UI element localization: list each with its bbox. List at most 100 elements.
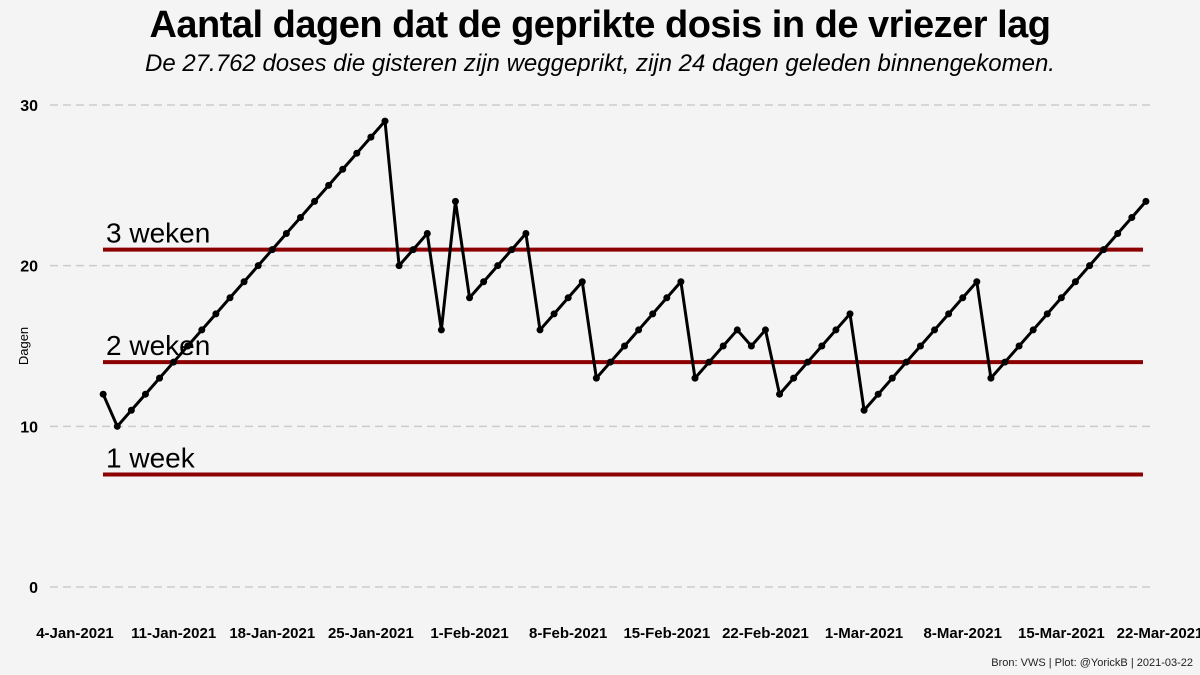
y-tick-label: 0 — [29, 580, 38, 597]
data-point — [381, 117, 389, 125]
x-tick-label: 11-Jan-2021 — [131, 625, 216, 642]
data-point — [494, 262, 502, 270]
data-point — [395, 262, 403, 270]
data-point — [339, 165, 347, 173]
data-point — [141, 390, 149, 398]
data-point — [635, 326, 643, 334]
x-tick-label: 18-Jan-2021 — [229, 625, 315, 642]
data-point — [719, 342, 727, 350]
data-point — [226, 294, 234, 302]
data-point — [99, 390, 107, 398]
data-point — [621, 342, 629, 350]
data-point — [240, 278, 248, 286]
x-tick-label: 1-Feb-2021 — [430, 625, 508, 642]
y-axis-title: Dagen — [16, 327, 31, 365]
data-point — [268, 246, 276, 254]
data-point — [451, 197, 459, 205]
data-point — [973, 278, 981, 286]
data-point — [156, 374, 164, 382]
data-point — [606, 358, 614, 366]
data-point — [888, 374, 896, 382]
data-point — [1086, 262, 1094, 270]
data-point — [296, 213, 304, 221]
data-point — [790, 374, 798, 382]
data-point — [1001, 358, 1009, 366]
data-point — [592, 374, 600, 382]
data-point — [931, 326, 939, 334]
data-point — [367, 133, 375, 141]
data-point — [564, 294, 572, 302]
data-point — [325, 181, 333, 189]
data-point — [705, 358, 713, 366]
data-point — [254, 262, 262, 270]
data-point — [1128, 213, 1136, 221]
data-point — [353, 149, 361, 157]
data-point — [113, 422, 121, 430]
data-point — [916, 342, 924, 350]
x-tick-label: 22-Feb-2021 — [722, 625, 809, 642]
data-point — [508, 246, 516, 254]
data-point — [184, 342, 192, 350]
data-point — [776, 390, 784, 398]
data-point — [649, 310, 657, 318]
data-point — [466, 294, 474, 302]
x-tick-label: 1-Mar-2021 — [825, 625, 903, 642]
reference-line-label: 1 week — [106, 443, 196, 474]
data-point — [945, 310, 953, 318]
data-point — [804, 358, 812, 366]
data-point — [480, 278, 488, 286]
data-point — [212, 310, 220, 318]
data-point — [1029, 326, 1037, 334]
data-point — [170, 358, 178, 366]
data-point — [874, 390, 882, 398]
chart-subtitle: De 27.762 doses die gisteren zijn weggep… — [145, 50, 1055, 77]
data-point — [1043, 310, 1051, 318]
x-tick-label: 15-Feb-2021 — [623, 625, 710, 642]
y-tick-label: 30 — [20, 98, 38, 115]
data-point — [691, 374, 699, 382]
data-point — [818, 342, 826, 350]
data-point — [677, 278, 685, 286]
data-point — [1015, 342, 1023, 350]
data-point — [761, 326, 769, 334]
data-point — [747, 342, 755, 350]
reference-line-label: 2 weken — [106, 330, 210, 361]
data-point — [409, 246, 417, 254]
x-tick-label: 15-Mar-2021 — [1018, 625, 1105, 642]
source-credit: Bron: VWS | Plot: @YorickB | 2021-03-22 — [991, 657, 1193, 669]
data-point — [987, 374, 995, 382]
data-point — [1100, 246, 1108, 254]
data-point — [536, 326, 544, 334]
data-point — [198, 326, 206, 334]
x-tick-label: 22-Mar-2021 — [1117, 625, 1200, 642]
x-tick-label: 4-Jan-2021 — [36, 625, 114, 642]
data-point — [832, 326, 840, 334]
data-point — [860, 406, 868, 414]
data-point — [423, 230, 431, 238]
data-point — [437, 326, 445, 334]
chart-header: Aantal dagen dat de geprikte dosis in de… — [0, 0, 1200, 78]
data-point — [663, 294, 671, 302]
data-point — [127, 406, 135, 414]
x-tick-label: 8-Feb-2021 — [529, 625, 607, 642]
x-tick-label: 8-Mar-2021 — [924, 625, 1002, 642]
data-point — [1071, 278, 1079, 286]
y-tick-label: 20 — [20, 259, 38, 276]
y-tick-label: 10 — [20, 419, 38, 436]
x-tick-label: 25-Jan-2021 — [328, 625, 414, 642]
data-point — [311, 197, 319, 205]
page-title: Aantal dagen dat de geprikte dosis in de… — [149, 4, 1051, 46]
data-point — [1142, 197, 1150, 205]
reference-line-label: 3 weken — [106, 218, 210, 249]
data-point — [902, 358, 910, 366]
data-point — [282, 230, 290, 238]
data-point — [578, 278, 586, 286]
data-point — [959, 294, 967, 302]
data-point — [846, 310, 854, 318]
data-point — [550, 310, 558, 318]
data-point — [733, 326, 741, 334]
data-point — [1057, 294, 1065, 302]
data-point — [1114, 230, 1122, 238]
